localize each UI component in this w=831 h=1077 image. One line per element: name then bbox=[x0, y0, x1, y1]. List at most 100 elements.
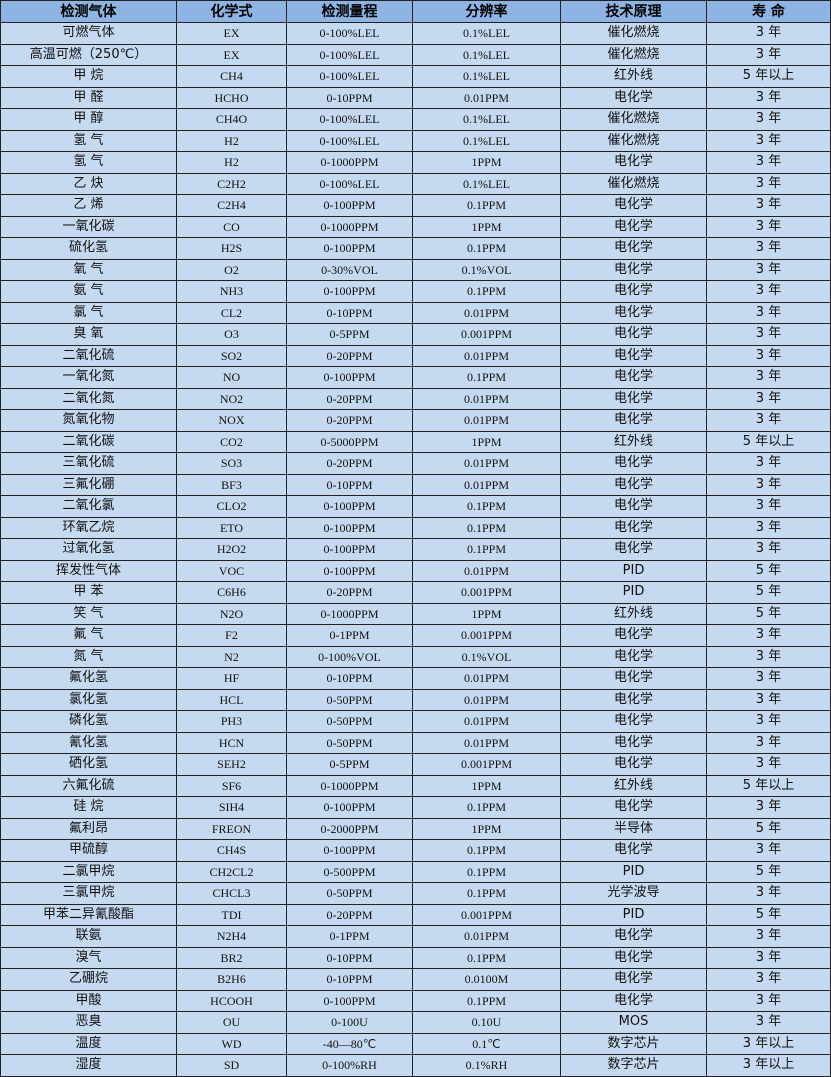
principle-cell: 电化学 bbox=[560, 731, 707, 754]
gas-name-cell: 氨 气 bbox=[0, 280, 177, 303]
table-row: 联氨 N2H4 0-1PPM 0.01PPM 电化学 3 年 bbox=[0, 925, 831, 948]
resolution-cell: 0.01PPM bbox=[412, 688, 561, 711]
range-cell: 0-10PPM bbox=[286, 968, 413, 991]
table-row: 一氧化碳 CO 0-1000PPM 1PPM 电化学 3 年 bbox=[0, 215, 831, 238]
formula-cell: HCN bbox=[176, 731, 287, 754]
lifespan-cell: 5 年 bbox=[706, 903, 831, 926]
gas-name-cell: 溴气 bbox=[0, 946, 177, 969]
principle-cell: 电化学 bbox=[560, 710, 707, 733]
principle-cell: 电化学 bbox=[560, 215, 707, 238]
principle-cell: PID bbox=[560, 581, 707, 604]
table-row: 湿度 SD 0-100%RH 0.1%RH 数字芯片 3 年以上 bbox=[0, 1054, 831, 1077]
formula-cell: H2 bbox=[176, 129, 287, 152]
gas-name-cell: 甲苯二异氰酸酯 bbox=[0, 903, 177, 926]
resolution-cell: 0.01PPM bbox=[412, 387, 561, 410]
gas-name-cell: 一氧化氮 bbox=[0, 366, 177, 389]
principle-cell: 半导体 bbox=[560, 817, 707, 840]
range-cell: 0-1000PPM bbox=[286, 774, 413, 797]
lifespan-cell: 3 年 bbox=[706, 946, 831, 969]
range-cell: 0-100%LEL bbox=[286, 65, 413, 88]
lifespan-cell: 3 年 bbox=[706, 280, 831, 303]
resolution-cell: 0.1PPM bbox=[412, 366, 561, 389]
range-cell: 0-20PPM bbox=[286, 581, 413, 604]
principle-cell: 数字芯片 bbox=[560, 1032, 707, 1055]
table-row: 可燃气体 EX 0-100%LEL 0.1%LEL 催化燃烧 3 年 bbox=[0, 22, 831, 45]
formula-cell: C6H6 bbox=[176, 581, 287, 604]
lifespan-cell: 3 年 bbox=[706, 989, 831, 1012]
table-row: 恶臭 OU 0-100U 0.10U MOS 3 年 bbox=[0, 1011, 831, 1034]
formula-cell: PH3 bbox=[176, 710, 287, 733]
table-row: 氟化氢 HF 0-10PPM 0.01PPM 电化学 3 年 bbox=[0, 667, 831, 690]
lifespan-cell: 3 年 bbox=[706, 22, 831, 45]
gas-name-cell: 联氨 bbox=[0, 925, 177, 948]
lifespan-cell: 3 年 bbox=[706, 688, 831, 711]
gas-name-cell: 挥发性气体 bbox=[0, 559, 177, 582]
table-row: 三氟化硼 BF3 0-10PPM 0.01PPM 电化学 3 年 bbox=[0, 473, 831, 496]
range-cell: 0-5PPM bbox=[286, 323, 413, 346]
resolution-cell: 0.1PPM bbox=[412, 516, 561, 539]
lifespan-cell: 3 年 bbox=[706, 452, 831, 475]
formula-cell: CH4S bbox=[176, 839, 287, 862]
lifespan-cell: 3 年 bbox=[706, 538, 831, 561]
range-cell: -40—80℃ bbox=[286, 1032, 413, 1055]
resolution-cell: 0.001PPM bbox=[412, 753, 561, 776]
table-row: 氮氧化物 NOX 0-20PPM 0.01PPM 电化学 3 年 bbox=[0, 409, 831, 432]
gas-name-cell: 氯化氢 bbox=[0, 688, 177, 711]
formula-cell: CLO2 bbox=[176, 495, 287, 518]
gas-name-cell: 氟 气 bbox=[0, 624, 177, 647]
principle-cell: 电化学 bbox=[560, 667, 707, 690]
principle-cell: 电化学 bbox=[560, 344, 707, 367]
range-cell: 0-100%LEL bbox=[286, 172, 413, 195]
range-cell: 0-100PPM bbox=[286, 796, 413, 819]
lifespan-cell: 3 年 bbox=[706, 473, 831, 496]
table-header-row: 检测气体 化学式 检测量程 分辨率 技术原理寿 命 bbox=[0, 0, 831, 23]
range-cell: 0-100PPM bbox=[286, 194, 413, 217]
range-cell: 0-50PPM bbox=[286, 731, 413, 754]
lifespan-cell: 3 年 bbox=[706, 1011, 831, 1034]
range-cell: 0-10PPM bbox=[286, 473, 413, 496]
principle-cell: 催化燃烧 bbox=[560, 108, 707, 131]
resolution-cell: 1PPM bbox=[412, 430, 561, 453]
principle-cell: 电化学 bbox=[560, 839, 707, 862]
range-cell: 0-10PPM bbox=[286, 667, 413, 690]
table-row: 甲 苯 C6H6 0-20PPM 0.001PPM PID 5 年 bbox=[0, 581, 831, 604]
gas-name-cell: 甲 醛 bbox=[0, 86, 177, 109]
gas-name-cell: 二氧化氯 bbox=[0, 495, 177, 518]
formula-cell: H2 bbox=[176, 151, 287, 174]
range-cell: 0-100PPM bbox=[286, 280, 413, 303]
resolution-cell: 0.1℃ bbox=[412, 1032, 561, 1055]
table-row: 甲 醛 HCHO 0-10PPM 0.01PPM 电化学 3 年 bbox=[0, 86, 831, 109]
gas-name-cell: 乙 烯 bbox=[0, 194, 177, 217]
gas-name-cell: 三氯甲烷 bbox=[0, 882, 177, 905]
formula-cell: OU bbox=[176, 1011, 287, 1034]
gas-name-cell: 笑 气 bbox=[0, 602, 177, 625]
formula-cell: HCOOH bbox=[176, 989, 287, 1012]
gas-name-cell: 氢 气 bbox=[0, 151, 177, 174]
gas-name-cell: 硒化氢 bbox=[0, 753, 177, 776]
lifespan-cell: 5 年以上 bbox=[706, 430, 831, 453]
gas-name-cell: 温度 bbox=[0, 1032, 177, 1055]
gas-name-cell: 氢 气 bbox=[0, 129, 177, 152]
principle-cell: 电化学 bbox=[560, 645, 707, 668]
range-cell: 0-100PPM bbox=[286, 495, 413, 518]
principle-cell: 数字芯片 bbox=[560, 1054, 707, 1077]
resolution-cell: 0.1%LEL bbox=[412, 22, 561, 45]
gas-name-cell: 甲 醇 bbox=[0, 108, 177, 131]
lifespan-cell: 3 年以上 bbox=[706, 1032, 831, 1055]
table-row: 二氯甲烷 CH2CL2 0-500PPM 0.1PPM PID 5 年 bbox=[0, 860, 831, 883]
resolution-cell: 0.01PPM bbox=[412, 409, 561, 432]
resolution-cell: 0.01PPM bbox=[412, 559, 561, 582]
range-cell: 0-100PPM bbox=[286, 559, 413, 582]
gas-name-cell: 一氧化碳 bbox=[0, 215, 177, 238]
gas-name-cell: 氮氧化物 bbox=[0, 409, 177, 432]
range-cell: 0-20PPM bbox=[286, 409, 413, 432]
table-row: 二氧化硫 SO2 0-20PPM 0.01PPM 电化学 3 年 bbox=[0, 344, 831, 367]
gas-name-cell: 二氧化碳 bbox=[0, 430, 177, 453]
formula-cell: WD bbox=[176, 1032, 287, 1055]
gas-name-cell: 二氯甲烷 bbox=[0, 860, 177, 883]
range-cell: 0-100PPM bbox=[286, 839, 413, 862]
principle-cell: MOS bbox=[560, 1011, 707, 1034]
principle-cell: 催化燃烧 bbox=[560, 43, 707, 66]
lifespan-cell: 3 年以上 bbox=[706, 1054, 831, 1077]
resolution-cell: 0.1PPM bbox=[412, 538, 561, 561]
